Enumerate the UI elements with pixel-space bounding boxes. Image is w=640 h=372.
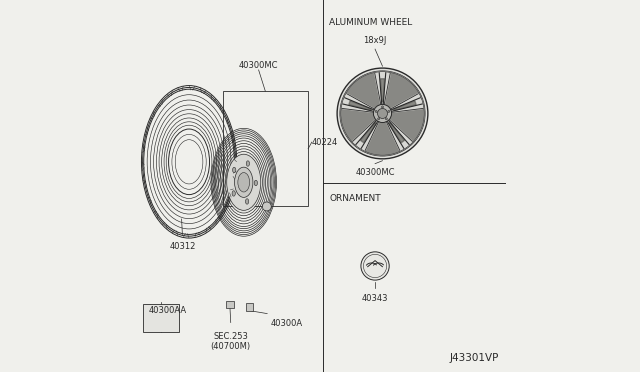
Polygon shape <box>387 120 412 150</box>
Text: 40300AA: 40300AA <box>148 306 186 315</box>
Polygon shape <box>390 94 423 112</box>
Circle shape <box>385 118 387 120</box>
Circle shape <box>381 106 383 108</box>
Text: 40300MC: 40300MC <box>239 61 278 70</box>
Ellipse shape <box>246 161 250 166</box>
Ellipse shape <box>254 180 257 186</box>
Circle shape <box>388 110 390 112</box>
Ellipse shape <box>227 154 260 210</box>
Polygon shape <box>375 73 390 105</box>
Circle shape <box>337 68 428 159</box>
Circle shape <box>361 252 389 280</box>
Ellipse shape <box>141 86 237 238</box>
Text: ORNAMENT: ORNAMENT <box>330 194 381 203</box>
Text: 40300MC: 40300MC <box>355 168 395 177</box>
Text: ALUMINUM WHEEL: ALUMINUM WHEEL <box>330 18 413 27</box>
Ellipse shape <box>168 129 209 195</box>
Text: J43301VP: J43301VP <box>450 353 499 363</box>
Text: 40224: 40224 <box>312 138 338 147</box>
Circle shape <box>262 202 271 211</box>
Polygon shape <box>342 94 374 112</box>
Text: SEC.253
(40700M): SEC.253 (40700M) <box>211 332 251 351</box>
Ellipse shape <box>235 167 253 198</box>
Bar <box>246 303 253 311</box>
Polygon shape <box>360 122 376 143</box>
Ellipse shape <box>232 167 236 173</box>
Polygon shape <box>389 122 404 143</box>
Text: 40300A: 40300A <box>271 319 303 328</box>
Circle shape <box>373 105 392 122</box>
Circle shape <box>375 110 377 112</box>
Polygon shape <box>349 101 371 110</box>
Ellipse shape <box>246 199 249 204</box>
Text: 40312: 40312 <box>169 242 196 251</box>
Ellipse shape <box>232 191 236 196</box>
Circle shape <box>378 109 387 118</box>
Bar <box>223 91 308 206</box>
Ellipse shape <box>225 152 262 212</box>
Text: 18x9J: 18x9J <box>364 36 387 45</box>
Polygon shape <box>353 120 379 150</box>
Bar <box>225 301 234 308</box>
Ellipse shape <box>238 173 250 192</box>
Circle shape <box>340 72 424 155</box>
Text: 40343: 40343 <box>362 294 388 303</box>
Polygon shape <box>380 79 385 102</box>
Bar <box>143 304 179 332</box>
Polygon shape <box>394 101 416 110</box>
Circle shape <box>378 118 380 120</box>
